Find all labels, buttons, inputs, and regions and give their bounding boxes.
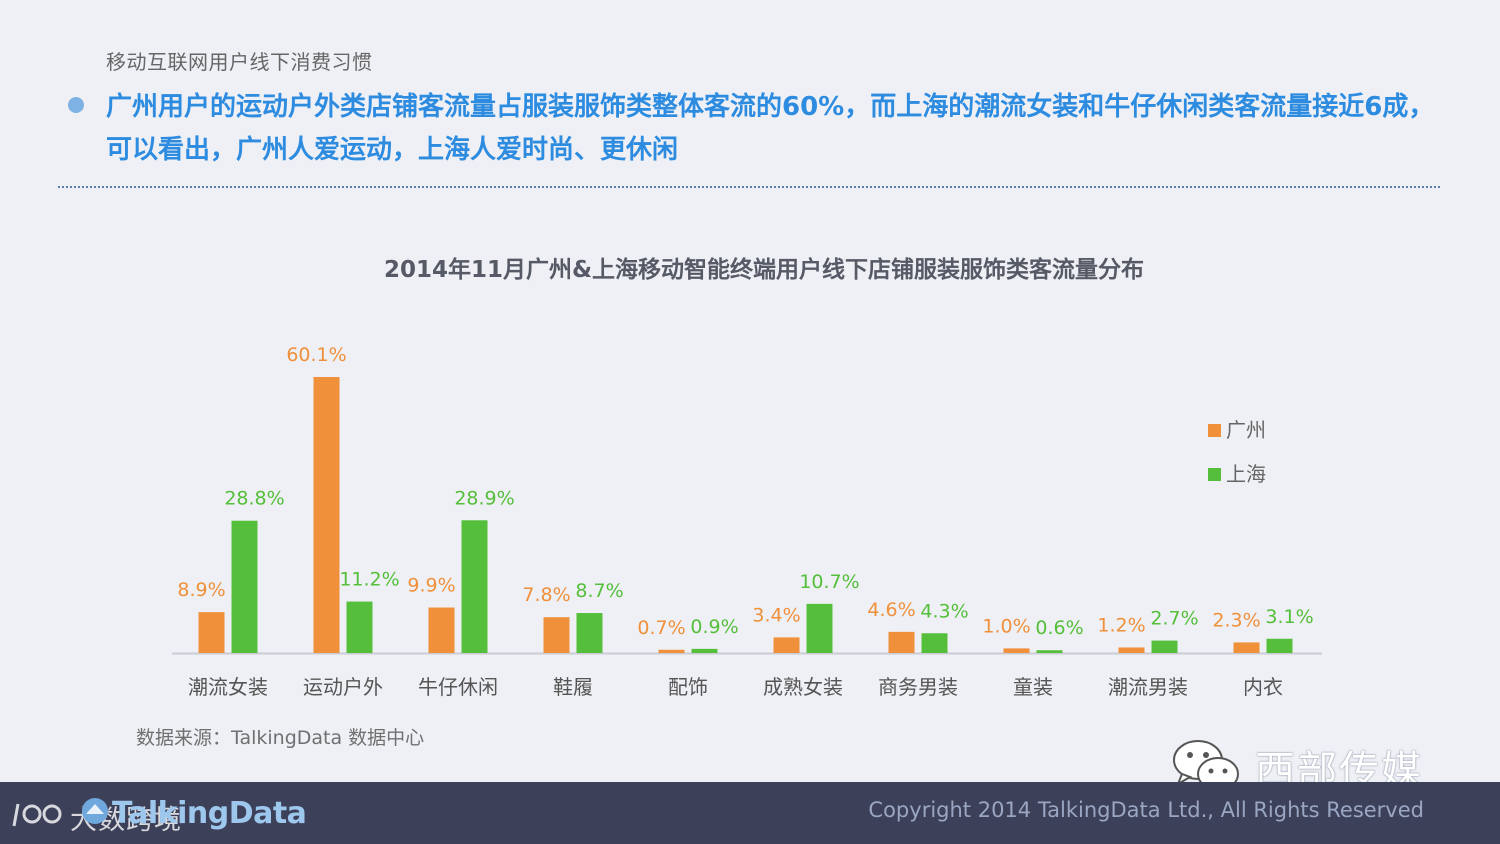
data-label: 11.2% [339, 569, 399, 591]
legend-label: 广州 [1226, 418, 1266, 442]
bar-guangzhou [658, 649, 685, 653]
x-tick-label: 商务男装 [878, 675, 958, 699]
data-label: 60.1% [286, 344, 346, 366]
headline: 广州用户的运动户外类店铺客流量占服装服饰类整体客流的60%，而上海的潮流女装和牛… [106, 92, 1435, 165]
data-label: 4.6% [867, 599, 915, 621]
bar-shanghai [806, 603, 833, 653]
bullet-dot [68, 97, 84, 113]
data-label: 8.7% [575, 580, 623, 602]
legend-swatch [1208, 424, 1221, 437]
bar-shanghai [1151, 640, 1178, 653]
section-label: 移动互联网用户线下消费习惯 [106, 50, 373, 74]
data-label: 7.8% [522, 584, 570, 606]
x-tick-label: 牛仔休闲 [418, 675, 498, 699]
data-label: 3.4% [752, 604, 800, 626]
x-tick-label: 潮流男装 [1108, 675, 1188, 699]
x-tick-label: 潮流女装 [188, 675, 268, 699]
data-label: 8.9% [177, 579, 225, 601]
legend-swatch [1208, 468, 1221, 481]
data-label: 3.1% [1265, 606, 1313, 628]
bar-guangzhou [313, 377, 340, 653]
x-tick-label: 鞋履 [553, 675, 593, 699]
data-label: 2.3% [1212, 609, 1260, 631]
data-label: 1.2% [1097, 614, 1145, 636]
x-tick-label: 配饰 [668, 675, 708, 699]
bar-shanghai [576, 613, 603, 653]
bar-shanghai [1266, 638, 1293, 653]
watermark-logo-icon [12, 803, 62, 827]
x-tick-label: 成熟女装 [763, 675, 843, 699]
data-label: 9.9% [407, 575, 455, 597]
footer: 大数跨境 TalkingData Copyright 2014 TalkingD… [0, 782, 1500, 844]
bar-guangzhou [1118, 647, 1145, 653]
data-label: 28.9% [454, 487, 514, 509]
data-label: 4.3% [920, 600, 968, 622]
bar-guangzhou [773, 637, 800, 653]
talkingdata-logo-icon [82, 798, 108, 824]
bar-guangzhou [198, 612, 225, 653]
bar-shanghai [461, 520, 488, 653]
bar-shanghai [1036, 650, 1063, 653]
data-label: 10.7% [799, 571, 859, 593]
divider [58, 186, 1440, 188]
legend-label: 上海 [1226, 462, 1266, 486]
bar-guangzhou [428, 607, 455, 653]
bar-shanghai [921, 633, 948, 653]
data-label: 2.7% [1150, 608, 1198, 630]
data-label: 28.8% [224, 488, 284, 510]
x-tick-label: 童装 [1013, 675, 1053, 699]
source-note: 数据来源：TalkingData 数据中心 [136, 727, 425, 749]
x-tick-label: 运动户外 [303, 675, 383, 699]
bar-shanghai [231, 520, 258, 653]
bar-shanghai [691, 648, 718, 653]
data-label: 0.7% [637, 617, 685, 639]
bar-guangzhou [1003, 648, 1030, 653]
x-tick-label: 内衣 [1243, 675, 1283, 699]
bar-shanghai [346, 601, 373, 653]
chart-title: 2014年11月广州&上海移动智能终端用户线下店铺服装服饰类客流量分布 [383, 257, 1145, 283]
data-label: 0.6% [1035, 617, 1083, 639]
bar-guangzhou [888, 631, 915, 653]
footer-logo-text: TalkingData [112, 796, 307, 831]
copyright: Copyright 2014 TalkingData Ltd., All Rig… [868, 798, 1424, 822]
bar-guangzhou [543, 617, 570, 653]
data-label: 0.9% [690, 616, 738, 638]
data-label: 1.0% [982, 615, 1030, 637]
bar-guangzhou [1233, 642, 1260, 653]
